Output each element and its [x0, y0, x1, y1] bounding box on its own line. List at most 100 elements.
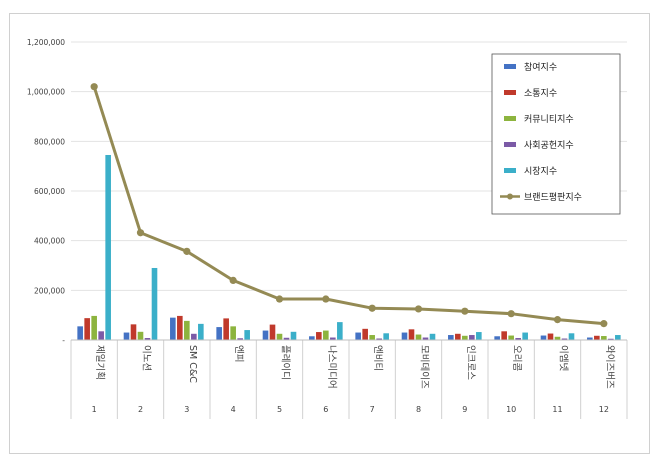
bar-소통지수	[316, 332, 322, 340]
bar-사회공헌지수	[376, 338, 382, 340]
bar-참여지수	[540, 335, 547, 340]
bar-커뮤니티지수	[184, 320, 190, 340]
legend-label: 사회공헌지수	[524, 140, 574, 151]
bar-참여지수	[123, 332, 130, 340]
legend-swatch	[504, 64, 516, 69]
bar-참여지수	[170, 317, 176, 340]
bar-커뮤니티지수	[601, 336, 607, 340]
bar-시장지수	[615, 335, 621, 340]
bar-커뮤니티지수	[276, 333, 283, 340]
bar-사회공헌지수	[608, 338, 614, 340]
legend-swatch-marker	[507, 193, 513, 200]
bar-사회공헌지수	[191, 333, 197, 340]
x-category-label: 오리콤	[511, 345, 522, 371]
bar-커뮤니티지수	[554, 336, 561, 340]
x-rank-label: 6	[323, 405, 328, 414]
bar-사회공헌지수	[283, 337, 290, 340]
point-브랜드평판지수	[553, 316, 562, 324]
x-rank-label: 8	[416, 405, 421, 414]
legend-item: 사회공헌지수	[504, 140, 574, 151]
y-axis-tick-labels: - 200,000 400,000 600,000 800,000 1,000,000 1,…	[27, 38, 65, 345]
bar-시장지수	[290, 331, 297, 340]
bar-시장지수	[151, 267, 158, 340]
point-브랜드평판지수	[507, 310, 515, 318]
bar-소통지수	[177, 315, 183, 340]
y-tick-label: 800,000	[34, 137, 65, 146]
bar-참여지수	[77, 326, 83, 340]
bar-사회공헌지수	[144, 338, 151, 340]
x-rank-label: 7	[370, 405, 375, 414]
bar-사회공헌지수	[330, 337, 336, 340]
bar-참여지수	[494, 336, 500, 340]
brand-reputation-chart: - 200,000 400,000 600,000 800,000 1,000,000 1,…	[27, 38, 628, 419]
y-tick-label: -	[62, 336, 65, 345]
y-tick-label: 600,000	[34, 187, 65, 196]
bar-소통지수	[408, 329, 415, 340]
bar-커뮤니티지수	[137, 331, 144, 340]
legend-swatch	[504, 90, 516, 95]
bar-커뮤니티지수	[508, 335, 514, 340]
bar-series	[77, 154, 621, 340]
x-category-label: 이노션	[141, 345, 152, 371]
bar-참여지수	[309, 336, 315, 340]
bar-시장지수	[198, 323, 204, 340]
x-category-label: 이엠넷	[558, 345, 570, 371]
x-category-label: 나스미디어	[326, 345, 337, 389]
x-rank-label: 3	[184, 405, 189, 414]
bar-소통지수	[362, 328, 368, 340]
x-rank-label: 1	[92, 405, 97, 414]
legend-swatch	[504, 116, 516, 121]
bar-사회공헌지수	[98, 331, 104, 340]
x-category-label: 제일기획	[94, 345, 106, 380]
x-category-label: SM C&C	[187, 345, 198, 383]
x-category-label: 와이즈버즈	[604, 345, 616, 389]
legend-item: 커뮤니티지수	[504, 114, 574, 125]
bar-시장지수	[105, 154, 111, 340]
legend-box	[491, 53, 621, 215]
bar-시장지수	[429, 333, 436, 340]
legend-item: 참여지수	[504, 61, 557, 73]
point-브랜드평판지수	[600, 320, 608, 328]
legend-label: 커뮤니티지수	[524, 114, 574, 125]
y-tick-label: 1,200,000	[27, 38, 65, 47]
bar-참여지수	[355, 332, 361, 340]
point-브랜드평판지수	[90, 83, 98, 91]
legend-label: 시장지수	[524, 166, 557, 177]
bar-참여지수	[216, 327, 222, 340]
bar-참여지수	[401, 332, 408, 340]
bar-커뮤니티지수	[91, 315, 97, 340]
point-브랜드평판지수	[183, 247, 191, 255]
bar-사회공헌지수	[515, 338, 521, 340]
x-category-label: 엔비티	[372, 345, 383, 371]
legend-item: 시장지수	[504, 166, 557, 177]
bar-참여지수	[587, 337, 593, 340]
bar-소통지수	[594, 335, 600, 340]
x-rank-label: 10	[506, 405, 516, 414]
point-브랜드평판지수	[461, 307, 469, 315]
bar-커뮤니티지수	[415, 334, 422, 340]
bar-커뮤니티지수	[323, 330, 329, 340]
bar-소통지수	[455, 333, 461, 340]
x-rank-label: 11	[552, 405, 562, 414]
x-category-label: 인크로스	[465, 345, 476, 380]
x-axis: 제일기획 1 이노션 2 SM C&C 3 엔피 4 플레이디 5 나스미디어 6 엔비티 7 모비데이즈 8…	[70, 339, 628, 419]
bar-소통지수	[547, 333, 554, 340]
x-rank-label: 5	[277, 405, 282, 414]
bar-커뮤니티지수	[369, 335, 375, 340]
line-브랜드평판지수	[92, 86, 604, 326]
y-tick-label: 1,000,000	[27, 88, 65, 97]
bar-시장지수	[522, 332, 528, 340]
y-tick-label: 400,000	[34, 237, 65, 246]
point-브랜드평판지수	[368, 304, 376, 312]
bar-커뮤니티지수	[462, 335, 468, 340]
legend-item: 소통지수	[504, 88, 557, 99]
bar-소통지수	[269, 324, 276, 340]
y-tick-label: 200,000	[34, 286, 65, 295]
point-브랜드평판지수	[275, 295, 284, 303]
x-category-label: 모비데이즈	[419, 345, 430, 389]
bar-시장지수	[337, 322, 343, 340]
bar-시장지수	[476, 332, 482, 340]
bar-사회공헌지수	[469, 335, 475, 340]
bar-시장지수	[568, 333, 575, 340]
